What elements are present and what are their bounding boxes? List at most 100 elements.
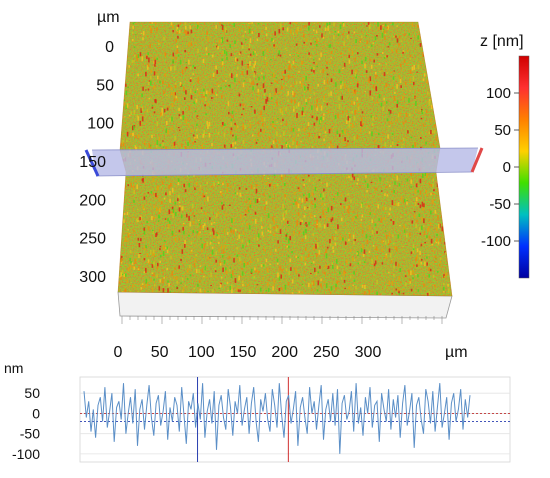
surface-speck bbox=[139, 52, 142, 57]
surface-speck bbox=[125, 83, 127, 87]
section-edge-right bbox=[470, 147, 484, 173]
surface-speck bbox=[417, 64, 420, 70]
surface-speck bbox=[189, 139, 191, 142]
surface-speck bbox=[182, 287, 185, 292]
surface-speck bbox=[177, 35, 179, 39]
surface-speck bbox=[278, 29, 281, 34]
surface-speck bbox=[410, 270, 412, 275]
surface-speck bbox=[166, 267, 168, 271]
surface-speck bbox=[388, 248, 391, 253]
surface-speck bbox=[150, 279, 152, 283]
surface-speck bbox=[144, 141, 146, 143]
surface-speck bbox=[442, 286, 445, 291]
surface-speck bbox=[184, 49, 186, 53]
surface-speck bbox=[256, 269, 259, 273]
surface-speck bbox=[308, 178, 311, 182]
surface-speck bbox=[170, 212, 173, 214]
surface-speck bbox=[221, 202, 223, 205]
profile-y-tick-label: 50 bbox=[24, 385, 40, 401]
surface-speck bbox=[172, 52, 175, 57]
surface-speck bbox=[172, 30, 174, 33]
surface-speck bbox=[426, 34, 428, 38]
surface-speck bbox=[239, 192, 242, 197]
surface-speck bbox=[425, 189, 428, 194]
surface-speck bbox=[218, 287, 220, 289]
surface-speck bbox=[422, 225, 425, 227]
surface-speck bbox=[296, 30, 298, 35]
surface-speck bbox=[206, 31, 208, 36]
surface-speck bbox=[230, 130, 232, 135]
surface-speck bbox=[163, 36, 165, 41]
surface-speck bbox=[256, 198, 259, 204]
surface-speck bbox=[318, 179, 321, 181]
surface-speck bbox=[221, 255, 224, 258]
surface-speck bbox=[340, 69, 343, 71]
surface-speck bbox=[412, 246, 415, 251]
surface-speck bbox=[281, 110, 284, 116]
surface-speck bbox=[424, 171, 427, 176]
surface-speck bbox=[211, 249, 214, 255]
surface-speck bbox=[297, 256, 299, 259]
surface-speck bbox=[328, 128, 331, 134]
surface-speck bbox=[177, 54, 180, 57]
surface-speck bbox=[348, 211, 350, 214]
surface-speck bbox=[391, 49, 393, 52]
surface-speck bbox=[177, 178, 180, 183]
surface-speck bbox=[277, 118, 279, 120]
surface-speck bbox=[301, 110, 304, 115]
surface-speck bbox=[256, 38, 259, 42]
surface-speck bbox=[315, 243, 317, 249]
surface-speck bbox=[194, 90, 197, 93]
surface-speck bbox=[428, 291, 430, 296]
surface-speck bbox=[332, 265, 334, 269]
surface-speck bbox=[294, 199, 296, 202]
surface-speck bbox=[173, 65, 176, 71]
surface-speck bbox=[202, 133, 205, 138]
surface-speck bbox=[450, 81, 452, 83]
surface-speck bbox=[336, 265, 339, 269]
surface-speck bbox=[441, 108, 443, 114]
surface-speck bbox=[324, 215, 326, 219]
surface-speck bbox=[259, 115, 262, 117]
surface-speck bbox=[148, 57, 150, 63]
surface-speck bbox=[198, 92, 201, 96]
surface-speck bbox=[257, 92, 260, 95]
surface-speck bbox=[333, 24, 335, 27]
surface-speck bbox=[273, 219, 275, 224]
surface-speck bbox=[286, 245, 288, 248]
surface-speck bbox=[203, 130, 205, 135]
surface-speck bbox=[386, 194, 389, 197]
surface-speck bbox=[356, 134, 359, 140]
surface-speck bbox=[299, 81, 301, 84]
surface-speck bbox=[278, 91, 281, 94]
surface-speck bbox=[242, 108, 245, 110]
surface-speck bbox=[275, 88, 277, 93]
surface-speck bbox=[243, 262, 246, 268]
surface-speck bbox=[188, 182, 190, 188]
surface-speck bbox=[400, 85, 402, 88]
surface-speck bbox=[323, 224, 326, 229]
surface-speck bbox=[382, 240, 385, 242]
surface-speck bbox=[209, 107, 211, 109]
surface-speck bbox=[242, 34, 244, 38]
surface-speck bbox=[161, 114, 164, 116]
surface-speck bbox=[391, 190, 393, 193]
surface-speck bbox=[206, 181, 208, 185]
surface-speck bbox=[275, 77, 278, 79]
surface-speck bbox=[325, 249, 327, 254]
surface-speck bbox=[146, 109, 149, 113]
surface-speck bbox=[133, 54, 136, 57]
surface-speck bbox=[433, 129, 436, 134]
surface-speck bbox=[146, 35, 149, 38]
surface-speck bbox=[195, 254, 197, 257]
surface-speck bbox=[252, 86, 254, 91]
surface-speck bbox=[190, 129, 193, 132]
surface-speck bbox=[355, 216, 357, 219]
surface-speck bbox=[400, 216, 402, 219]
surface-speck bbox=[266, 96, 269, 102]
surface-speck bbox=[356, 214, 359, 218]
surface-speck bbox=[214, 267, 216, 270]
surface-speck bbox=[315, 44, 318, 47]
surface-speck bbox=[132, 125, 134, 131]
surface-speck bbox=[386, 286, 389, 289]
